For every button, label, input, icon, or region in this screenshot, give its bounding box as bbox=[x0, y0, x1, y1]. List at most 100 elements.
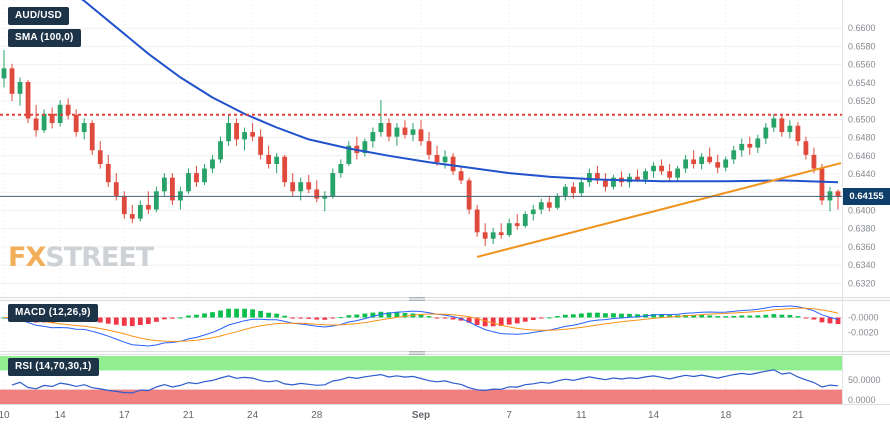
sma-100-line[interactable] bbox=[4, 0, 839, 184]
candle-body bbox=[426, 141, 432, 155]
candle-body bbox=[691, 159, 697, 164]
candle-body bbox=[562, 186, 568, 196]
axis-label: 0.0000 bbox=[848, 395, 876, 405]
candle-body bbox=[458, 171, 464, 181]
candle-body bbox=[346, 145, 352, 164]
candle-body bbox=[202, 168, 207, 183]
macd-histogram-bar bbox=[306, 317, 312, 319]
macd-histogram-bar bbox=[290, 317, 296, 319]
macd-histogram-bar bbox=[538, 317, 544, 319]
candle-body bbox=[49, 113, 55, 123]
candle-body bbox=[226, 122, 231, 142]
candle-body bbox=[570, 186, 576, 194]
macd-histogram-bar bbox=[651, 314, 656, 318]
macd-histogram-bar bbox=[266, 312, 272, 318]
candle-body bbox=[546, 202, 552, 208]
macd-histogram-bar bbox=[482, 317, 488, 327]
sma-indicator-badge[interactable]: SMA (100,0) bbox=[8, 29, 81, 47]
macd-histogram-bar bbox=[129, 317, 135, 327]
candle-body bbox=[819, 168, 825, 201]
macd-histogram-bar bbox=[314, 317, 320, 320]
axis-label: 0.6580 bbox=[848, 41, 876, 51]
candle-body bbox=[450, 156, 456, 172]
axis-label: 21 bbox=[183, 410, 195, 421]
candle-body bbox=[282, 156, 288, 183]
candle-body bbox=[498, 232, 504, 236]
candle-body bbox=[242, 132, 247, 140]
candle-body bbox=[33, 118, 39, 131]
macd-histogram-bar bbox=[354, 314, 360, 318]
macd-line bbox=[3, 305, 839, 347]
candle-body bbox=[603, 180, 608, 187]
candle-body bbox=[659, 165, 664, 172]
macd-histogram-bar bbox=[466, 317, 472, 323]
macd-histogram-bar bbox=[787, 314, 793, 318]
axis-label: 0.6600 bbox=[848, 23, 876, 33]
axis-label: 0.6560 bbox=[848, 60, 876, 70]
rsi-panel[interactable] bbox=[0, 356, 842, 404]
candle-body bbox=[386, 122, 392, 137]
macd-histogram-bar bbox=[530, 317, 536, 320]
macd-histogram-bar bbox=[739, 315, 745, 318]
candle-body bbox=[763, 127, 769, 139]
macd-histogram-bar bbox=[258, 310, 264, 318]
candle-body bbox=[1, 68, 7, 79]
macd-histogram-bar bbox=[562, 314, 568, 318]
candle-body bbox=[474, 209, 480, 233]
axis-label: 0.6340 bbox=[848, 260, 876, 270]
macd-histogram-bar bbox=[330, 317, 336, 319]
candle-body bbox=[218, 141, 223, 160]
candle-body bbox=[699, 156, 705, 164]
symbol-badge: AUD/USD bbox=[8, 7, 69, 25]
candle-body bbox=[105, 163, 111, 183]
macd-histogram-bar bbox=[506, 317, 512, 325]
macd-histogram-bar bbox=[763, 314, 769, 318]
axis-label: 21 bbox=[792, 410, 804, 421]
axis-label: 28 bbox=[311, 410, 323, 421]
macd-histogram-bar bbox=[386, 312, 392, 318]
macd-histogram-bar bbox=[803, 317, 809, 319]
candle-body bbox=[210, 159, 215, 169]
axis-label: 0.6500 bbox=[848, 114, 876, 124]
macd-histogram-bar bbox=[226, 308, 231, 318]
candle-body bbox=[683, 159, 689, 169]
macd-histogram-bar bbox=[811, 317, 817, 320]
candle-body bbox=[266, 154, 272, 164]
macd-histogram-bar bbox=[522, 317, 528, 322]
candle-body bbox=[161, 177, 167, 192]
macd-histogram-bar bbox=[699, 315, 705, 318]
axis-label: Sep bbox=[412, 410, 430, 421]
panel-resize-handle[interactable] bbox=[409, 351, 425, 355]
macd-histogram-bar bbox=[121, 317, 127, 326]
candle-body bbox=[145, 204, 151, 210]
candle-body bbox=[482, 232, 488, 239]
macd-histogram-bar bbox=[105, 317, 111, 324]
rsi-indicator-badge[interactable]: RSI (14,70,30,1) bbox=[8, 358, 99, 376]
candle-body bbox=[194, 173, 199, 183]
macd-histogram-bar bbox=[153, 317, 159, 322]
axis-label: 17 bbox=[119, 410, 131, 421]
macd-histogram-bar bbox=[554, 316, 560, 318]
macd-histogram-bar bbox=[242, 308, 247, 318]
candle-body bbox=[466, 180, 472, 210]
macd-indicator-badge[interactable]: MACD (12,26,9) bbox=[8, 304, 98, 322]
candle-body bbox=[330, 173, 336, 196]
axis-label: 0.6460 bbox=[848, 151, 876, 161]
macd-histogram-bar bbox=[667, 315, 672, 318]
ascending-trendline[interactable] bbox=[476, 162, 842, 258]
candle-body bbox=[250, 132, 255, 137]
candle-body bbox=[739, 143, 745, 151]
candle-body bbox=[370, 132, 376, 142]
axis-label: 0.6540 bbox=[848, 78, 876, 88]
candle-body bbox=[755, 138, 761, 148]
candlestick-layer[interactable] bbox=[0, 0, 842, 258]
candle-body bbox=[186, 173, 191, 192]
macd-histogram-bar bbox=[691, 315, 697, 318]
panel-resize-handle[interactable] bbox=[409, 297, 425, 301]
macd-histogram-bar bbox=[186, 315, 191, 318]
candle-body bbox=[97, 150, 103, 164]
macd-histogram-bar bbox=[418, 314, 424, 318]
macd-histogram-bar bbox=[274, 313, 280, 318]
